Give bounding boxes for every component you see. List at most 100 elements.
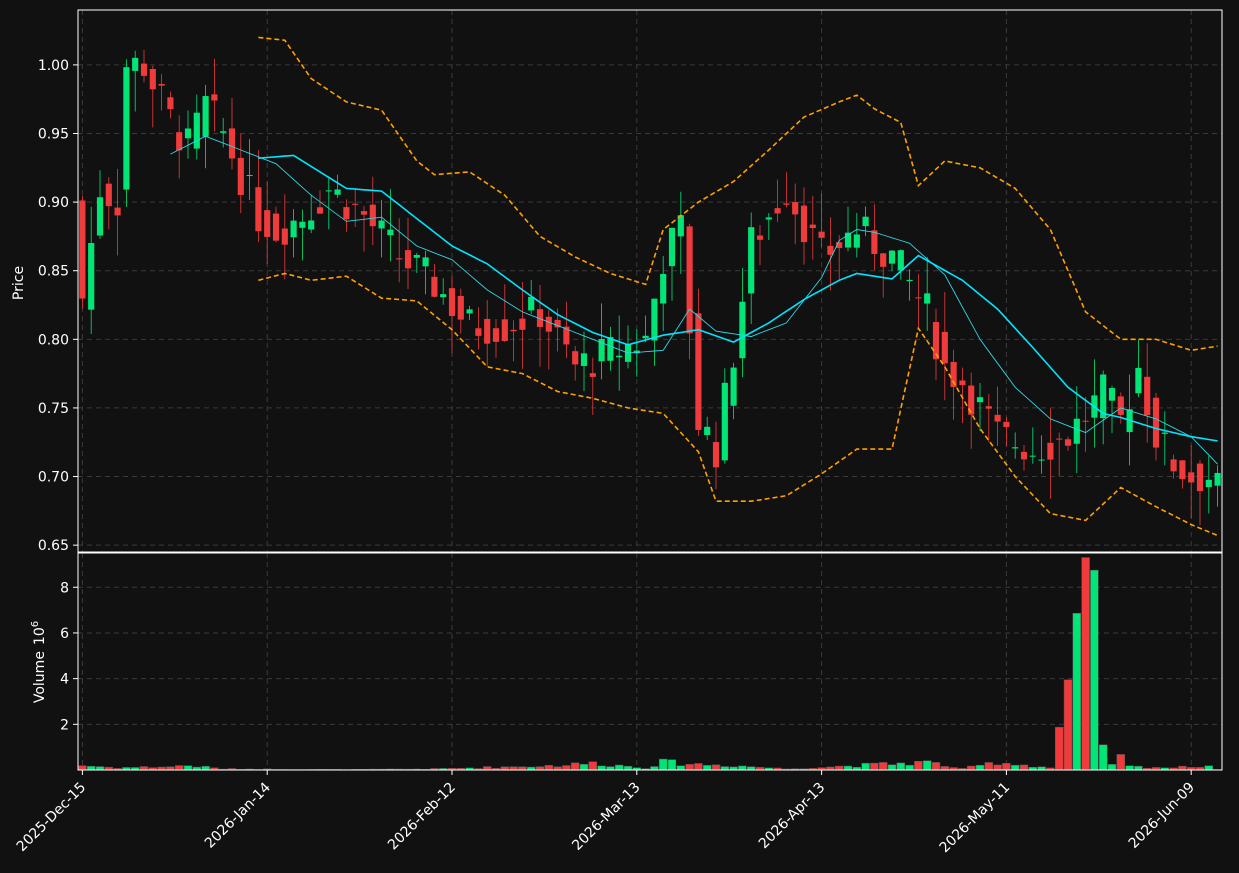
candle-body [114,207,121,216]
candle-body [765,217,772,220]
volume-bar [1134,765,1143,771]
candle-body [255,187,262,232]
candle-body [545,316,552,332]
candle-body [308,220,315,230]
price-tick-label: 0.95 [38,126,69,142]
candle-body [167,97,174,110]
candle-body [510,329,517,332]
candle-body [1038,459,1045,461]
candle-body [695,313,702,430]
volume-bar [834,765,844,771]
candle-body [800,205,808,243]
candle-body [1170,459,1177,472]
candle-body [783,203,790,205]
volume-bar [1098,744,1108,771]
volume-bar [861,762,870,771]
candle-body [880,253,887,267]
volume-bar [905,764,914,771]
volume-bar [201,766,210,771]
volume-bar [975,764,985,771]
volume-bar [1090,569,1099,771]
candle-body [915,297,922,299]
volume-bar [984,762,994,771]
volume-bar [993,764,1002,771]
candle-body [1179,460,1186,480]
price-tick-label: 0.65 [38,538,69,554]
volume-bar [914,761,923,771]
x-tick-label: 2025-Dec-15 [14,780,89,855]
candle-body [774,208,781,214]
candle-body [360,211,368,215]
price-panel-frame [77,9,1223,553]
candle-body [316,207,324,214]
candle-body [79,200,86,299]
candle-body [730,367,737,406]
fast-ma-line [170,135,1218,465]
candle-body [492,328,500,342]
candle-body [264,210,271,237]
volume-bar [562,765,571,771]
candle-body [888,250,896,264]
candle-body [1029,455,1036,457]
candle-body [941,331,948,364]
volume-bar [843,765,853,771]
candle-body [1205,479,1212,488]
price-tick-label: 0.85 [38,264,69,280]
volume-bar [623,765,633,771]
candle-body [404,250,412,269]
candle-body [721,382,728,461]
candle-body [677,215,684,237]
x-tick-label: 2026-Mar-13 [569,780,643,854]
candle-body [704,426,711,435]
volume-bar [738,765,747,771]
candle-body [536,309,544,327]
candle-body [818,231,825,238]
volume-bars [78,557,1222,771]
volume-bar [1125,765,1134,771]
volume-bar [685,764,694,771]
volume-bar [614,764,624,771]
volume-bar [966,765,976,771]
candle-body [1012,447,1019,449]
candle-body [325,190,332,192]
candle-body [387,229,394,236]
candle-body [352,203,359,205]
volume-bar [1019,764,1029,771]
candle-body [1082,420,1089,422]
candle-body [950,361,957,387]
candle-body [1196,463,1204,492]
candle-body [756,235,764,240]
volume-bar [1204,765,1214,771]
candle-body [176,132,183,151]
volume-bar [535,766,545,771]
volume-bar [694,763,703,771]
candle-body [924,293,931,304]
volume-bar [579,764,589,771]
candle-body [1188,472,1195,483]
y-tick-labels: 0.65 0.70 0.75 0.80 0.85 0.90 0.95 1.00 2 4 6 8 [38,58,78,733]
candle-body [466,309,473,314]
price-tick-label: 0.70 [38,470,69,486]
volume-tick-label: 2 [60,717,69,733]
candle-body [501,319,508,341]
volume-bar [78,765,87,771]
candle-body [712,442,720,468]
x-tick-label: 2026-Apr-13 [756,780,829,853]
candle-body [457,295,464,320]
volume-bar [1054,726,1064,771]
candle-body [1152,397,1160,448]
candle-body [642,335,649,339]
volume-bar [597,765,606,771]
volume-tick-label: 8 [60,580,69,596]
x-tick-label: 2026-Jan-14 [202,779,274,851]
x-tick-label: 2026-Feb-12 [385,780,459,854]
volume-bar [922,760,932,771]
volume-bar [1178,765,1187,771]
candle-body [378,220,385,229]
candle-body [739,301,746,359]
volume-bar [870,762,879,771]
candle-body [299,221,306,228]
price-tick-label: 0.75 [38,401,69,417]
volume-bar [667,759,677,771]
indicator-lines [170,36,1218,537]
